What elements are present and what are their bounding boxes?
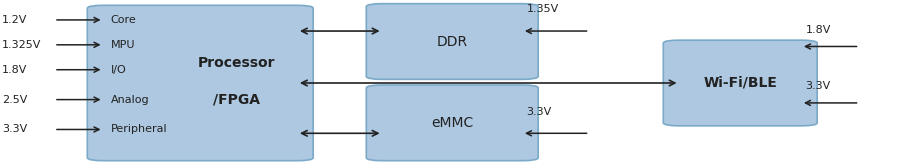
- Text: 1.8V: 1.8V: [806, 25, 831, 35]
- Text: 3.3V: 3.3V: [2, 124, 27, 134]
- Text: Analog: Analog: [111, 95, 149, 105]
- Text: Core: Core: [111, 15, 137, 25]
- Text: 3.3V: 3.3V: [526, 107, 552, 117]
- Text: 1.35V: 1.35V: [526, 4, 559, 14]
- Text: 3.3V: 3.3V: [806, 81, 831, 91]
- Text: /FPGA: /FPGA: [212, 93, 260, 107]
- Text: I/O: I/O: [111, 65, 126, 75]
- Text: MPU: MPU: [111, 40, 135, 50]
- FancyBboxPatch shape: [87, 5, 313, 161]
- Text: Processor: Processor: [197, 56, 275, 70]
- Text: DDR: DDR: [436, 35, 468, 48]
- FancyBboxPatch shape: [663, 40, 817, 126]
- Text: 1.2V: 1.2V: [2, 15, 27, 25]
- FancyBboxPatch shape: [366, 85, 538, 161]
- Text: Peripheral: Peripheral: [111, 124, 167, 134]
- Text: 1.8V: 1.8V: [2, 65, 27, 75]
- Text: 1.325V: 1.325V: [2, 40, 41, 50]
- Text: 2.5V: 2.5V: [2, 95, 27, 105]
- Text: Wi-Fi/BLE: Wi-Fi/BLE: [703, 76, 778, 90]
- Text: eMMC: eMMC: [431, 116, 473, 130]
- FancyBboxPatch shape: [366, 4, 538, 79]
